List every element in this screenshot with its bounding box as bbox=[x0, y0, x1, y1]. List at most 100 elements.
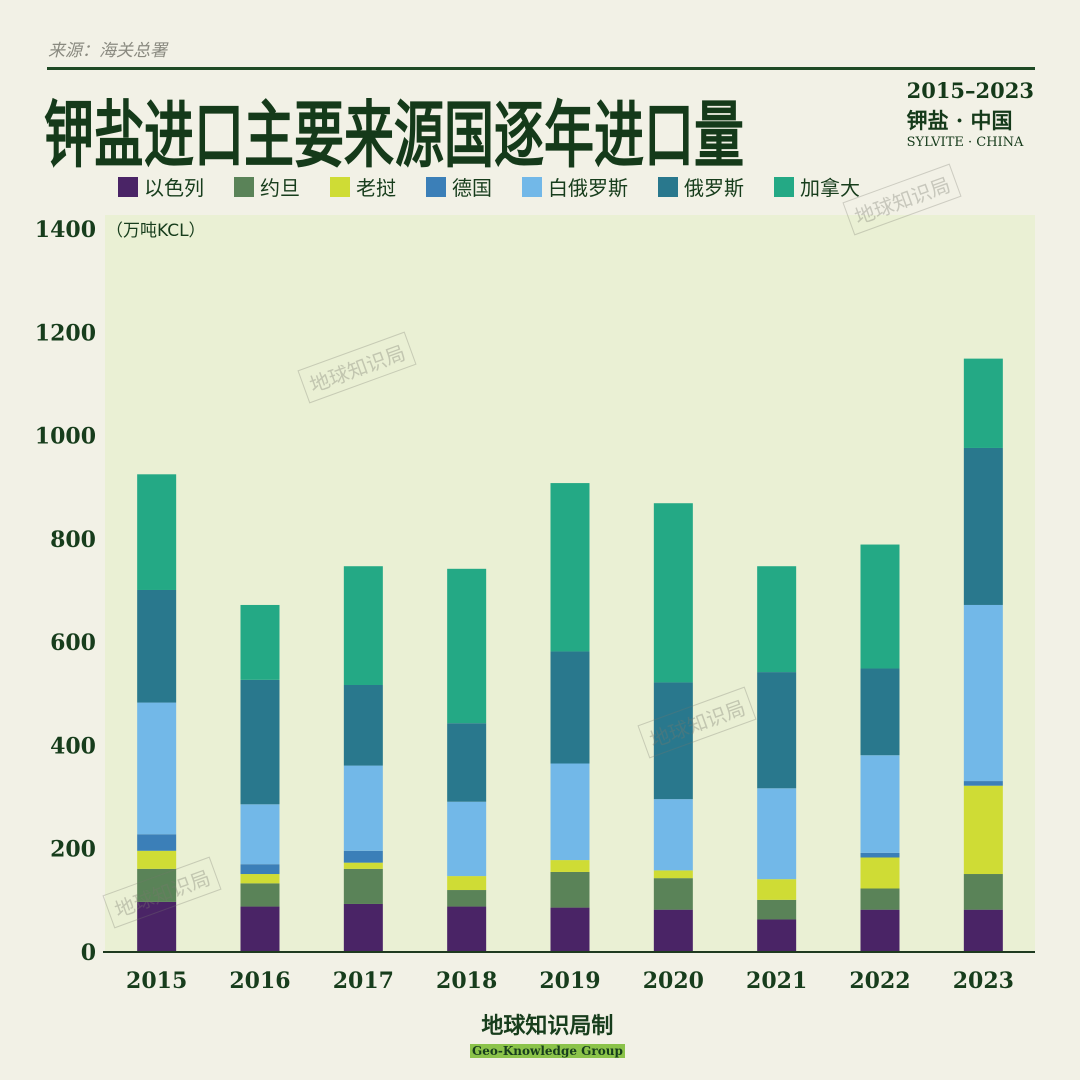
bar-segment bbox=[860, 909, 900, 952]
bar-segment bbox=[447, 906, 487, 952]
bar-segment bbox=[757, 566, 797, 673]
legend-swatch bbox=[426, 176, 446, 197]
bar-segment bbox=[137, 850, 177, 869]
bar-segment bbox=[653, 799, 693, 871]
x-tick-label: 2018 bbox=[436, 968, 497, 994]
bar-segment bbox=[240, 874, 280, 884]
bar-segment bbox=[550, 651, 590, 764]
title-side-block: 2015–2023 钾盐 · 中国 SYLVITE · CHINA bbox=[907, 78, 1034, 150]
legend-label: 约旦 bbox=[260, 176, 300, 200]
bar-segment bbox=[137, 474, 177, 590]
legend-item: 老挝 bbox=[330, 172, 396, 201]
y-tick-label: 1200 bbox=[35, 320, 96, 346]
bar-segment bbox=[240, 604, 280, 680]
legend-item: 白俄罗斯 bbox=[522, 172, 628, 201]
bar-segment bbox=[860, 544, 900, 669]
y-tick-label: 0 bbox=[81, 940, 96, 966]
x-tick-label: 2017 bbox=[333, 968, 394, 994]
bar-segment bbox=[137, 702, 177, 835]
legend-item: 德国 bbox=[426, 172, 492, 201]
legend-swatch bbox=[658, 176, 678, 197]
credit-logo: 地球知识局制 Geo-Knowledge Group bbox=[470, 1008, 625, 1059]
bar-segment bbox=[963, 874, 1003, 910]
bar-segment bbox=[240, 864, 280, 875]
bar-segment bbox=[343, 685, 383, 766]
y-axis-unit: （万吨KCL） bbox=[106, 221, 206, 241]
legend-swatch bbox=[774, 176, 794, 197]
bar-segment bbox=[757, 879, 797, 900]
subject-cn: 钾盐 · 中国 bbox=[906, 108, 1013, 133]
legend-swatch bbox=[234, 176, 254, 197]
bar-segment bbox=[343, 765, 383, 851]
legend: 以色列 约旦 老挝 德国 白俄罗斯 俄罗斯 加拿大 bbox=[118, 172, 860, 201]
bar-segment bbox=[963, 358, 1003, 448]
legend-label: 加拿大 bbox=[800, 176, 860, 200]
x-tick-label: 2023 bbox=[953, 968, 1014, 994]
bar-segment bbox=[137, 589, 177, 703]
x-tick-label: 2016 bbox=[229, 968, 290, 994]
legend-label: 俄罗斯 bbox=[684, 176, 744, 200]
bar-segment bbox=[240, 906, 280, 952]
bar-segment bbox=[860, 888, 900, 910]
bar-segment bbox=[757, 788, 797, 880]
bar-segment bbox=[343, 862, 383, 869]
y-tick-label: 1400 bbox=[35, 217, 96, 243]
source-note: 来源：海关总署 bbox=[48, 41, 167, 61]
bar-segment bbox=[757, 919, 797, 952]
legend-label: 白俄罗斯 bbox=[548, 176, 628, 200]
legend-label: 以色列 bbox=[144, 176, 204, 200]
y-tick-label: 1000 bbox=[35, 424, 96, 450]
header-rule bbox=[47, 67, 1035, 70]
x-tick-label: 2022 bbox=[849, 968, 910, 994]
x-tick-label: 2019 bbox=[539, 968, 600, 994]
legend-item: 俄罗斯 bbox=[658, 172, 744, 201]
bar-segment bbox=[860, 857, 900, 889]
bar-segment bbox=[240, 679, 280, 805]
bar-segment bbox=[653, 909, 693, 952]
chart-title: 钾盐进口主要来源国逐年进口量 bbox=[44, 92, 744, 179]
bar-segment bbox=[447, 890, 487, 907]
bar-segment bbox=[963, 909, 1003, 952]
bar-segment bbox=[550, 907, 590, 952]
bar-segment bbox=[343, 903, 383, 952]
bar-segment bbox=[963, 604, 1003, 782]
bar-segment bbox=[653, 870, 693, 879]
bar-segment bbox=[137, 868, 177, 902]
bar-segment bbox=[963, 785, 1003, 875]
x-tick-label: 2015 bbox=[126, 968, 187, 994]
bar-segment bbox=[653, 503, 693, 683]
bar-segment bbox=[343, 850, 383, 863]
subject-en: SYLVITE · CHINA bbox=[906, 135, 1024, 150]
bar-segment bbox=[550, 860, 590, 872]
x-tick-label: 2020 bbox=[643, 968, 704, 994]
bar-segment bbox=[963, 781, 1003, 786]
legend-label: 德国 bbox=[452, 176, 492, 200]
bar-segment bbox=[653, 682, 693, 800]
bar-segment bbox=[550, 871, 590, 908]
bar-segment bbox=[550, 483, 590, 652]
bar-segment bbox=[550, 763, 590, 861]
bar-segment bbox=[757, 899, 797, 920]
bar-segment bbox=[757, 672, 797, 789]
bar-segment bbox=[860, 668, 900, 756]
bar-segment bbox=[447, 876, 487, 891]
y-tick-label: 400 bbox=[50, 733, 96, 759]
year-range: 2015–2023 bbox=[906, 78, 1034, 103]
bar-segment bbox=[137, 901, 177, 952]
legend-swatch bbox=[330, 176, 350, 197]
bar-segment bbox=[447, 801, 487, 877]
bar-segment bbox=[447, 568, 487, 724]
legend-swatch bbox=[522, 176, 542, 197]
bar-segment bbox=[343, 566, 383, 686]
legend-label: 老挝 bbox=[356, 176, 396, 200]
bar-segment bbox=[240, 883, 280, 907]
legend-item: 约旦 bbox=[234, 172, 300, 201]
y-tick-label: 200 bbox=[50, 837, 96, 863]
bar-segment bbox=[343, 868, 383, 904]
legend-item: 以色列 bbox=[118, 172, 204, 201]
legend-swatch bbox=[118, 176, 138, 197]
bar-segment bbox=[653, 878, 693, 910]
y-tick-label: 800 bbox=[50, 527, 96, 553]
bar-segment bbox=[447, 723, 487, 802]
